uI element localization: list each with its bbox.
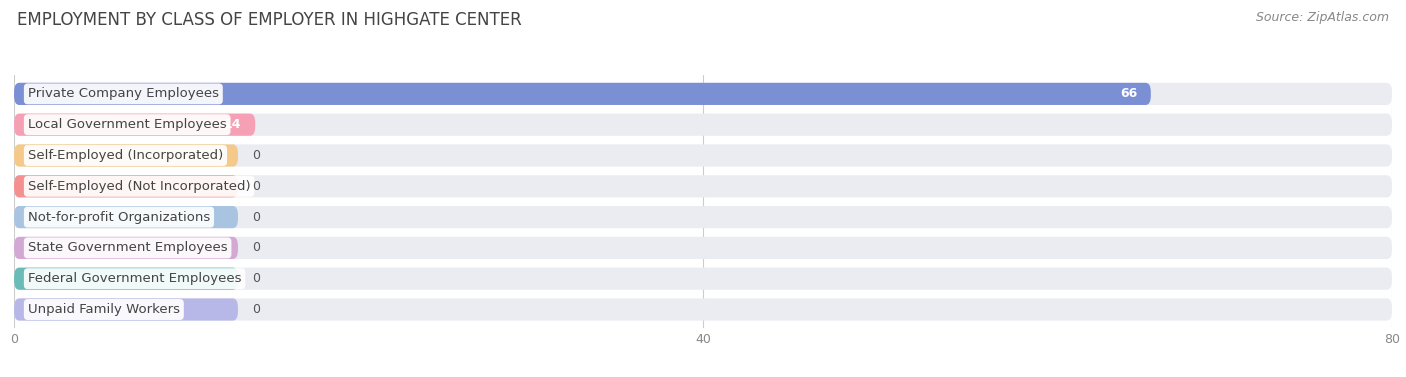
FancyBboxPatch shape: [14, 175, 1392, 198]
FancyBboxPatch shape: [14, 206, 1392, 228]
Text: 14: 14: [224, 118, 242, 131]
FancyBboxPatch shape: [14, 175, 238, 198]
Text: Local Government Employees: Local Government Employees: [28, 118, 226, 131]
FancyBboxPatch shape: [14, 268, 1392, 290]
Text: Not-for-profit Organizations: Not-for-profit Organizations: [28, 211, 209, 224]
FancyBboxPatch shape: [14, 206, 238, 228]
FancyBboxPatch shape: [14, 83, 1392, 105]
FancyBboxPatch shape: [14, 237, 238, 259]
Text: 0: 0: [252, 180, 260, 193]
Text: Self-Employed (Incorporated): Self-Employed (Incorporated): [28, 149, 224, 162]
FancyBboxPatch shape: [14, 299, 238, 320]
Text: Federal Government Employees: Federal Government Employees: [28, 272, 242, 285]
Text: 0: 0: [252, 241, 260, 254]
FancyBboxPatch shape: [14, 83, 1152, 105]
Text: Unpaid Family Workers: Unpaid Family Workers: [28, 303, 180, 316]
FancyBboxPatch shape: [14, 113, 1392, 136]
Text: EMPLOYMENT BY CLASS OF EMPLOYER IN HIGHGATE CENTER: EMPLOYMENT BY CLASS OF EMPLOYER IN HIGHG…: [17, 11, 522, 29]
FancyBboxPatch shape: [14, 237, 1392, 259]
Text: 0: 0: [252, 149, 260, 162]
FancyBboxPatch shape: [14, 144, 1392, 167]
FancyBboxPatch shape: [14, 113, 256, 136]
Text: Self-Employed (Not Incorporated): Self-Employed (Not Incorporated): [28, 180, 250, 193]
Text: 0: 0: [252, 272, 260, 285]
Text: State Government Employees: State Government Employees: [28, 241, 228, 254]
FancyBboxPatch shape: [14, 268, 238, 290]
Text: Source: ZipAtlas.com: Source: ZipAtlas.com: [1256, 11, 1389, 24]
FancyBboxPatch shape: [14, 144, 238, 167]
Text: 0: 0: [252, 303, 260, 316]
Text: 0: 0: [252, 211, 260, 224]
Text: 66: 66: [1119, 87, 1137, 100]
Text: Private Company Employees: Private Company Employees: [28, 87, 219, 100]
FancyBboxPatch shape: [14, 299, 1392, 320]
